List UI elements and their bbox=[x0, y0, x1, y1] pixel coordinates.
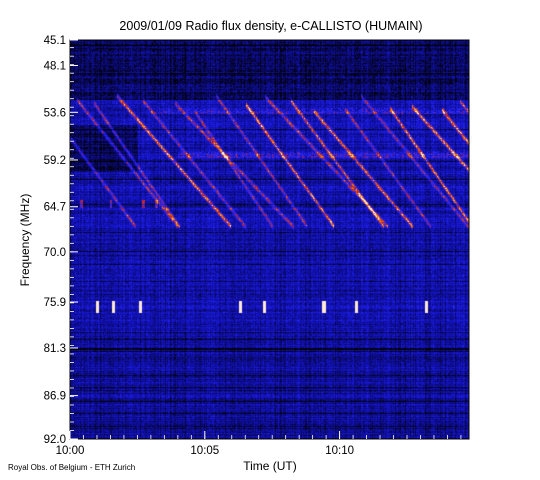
y-axis-label: Frequency (MHz) bbox=[18, 194, 32, 287]
x-axis-label: Time (UT) bbox=[243, 459, 297, 473]
y-tick-label: 92.0 bbox=[44, 434, 66, 446]
y-tick-label: 86.9 bbox=[44, 391, 66, 403]
y-tick-label: 70.0 bbox=[44, 247, 66, 259]
y-tick-label: 45.1 bbox=[44, 35, 66, 47]
x-tick-label: 10:00 bbox=[56, 445, 85, 457]
y-axis: 45.1 48.1 53.6 59.2 64.7 70.0 75.9 81.3 86.9 92.0 bbox=[44, 35, 78, 446]
chart-title: 2009/01/09 Radio flux density, e-CALLIST… bbox=[119, 19, 422, 33]
x-tick-label: 10:05 bbox=[190, 445, 219, 457]
y-tick-label: 75.9 bbox=[44, 297, 66, 309]
credit-text: Royal Obs. of Belgium - ETH Zurich bbox=[8, 463, 136, 472]
spectrogram-plot bbox=[69, 39, 470, 440]
y-tick-label: 53.6 bbox=[44, 107, 66, 119]
plot-frame bbox=[69, 39, 470, 440]
x-tick-label: 10:10 bbox=[325, 445, 354, 457]
y-tick-label: 81.3 bbox=[44, 343, 66, 355]
y-tick-label: 59.2 bbox=[44, 155, 66, 167]
y-tick-label: 64.7 bbox=[44, 202, 66, 214]
x-axis: 10:00 10:05 10:10 bbox=[56, 431, 462, 457]
y-tick-label: 48.1 bbox=[44, 61, 66, 73]
spectrogram-image bbox=[70, 40, 469, 439]
